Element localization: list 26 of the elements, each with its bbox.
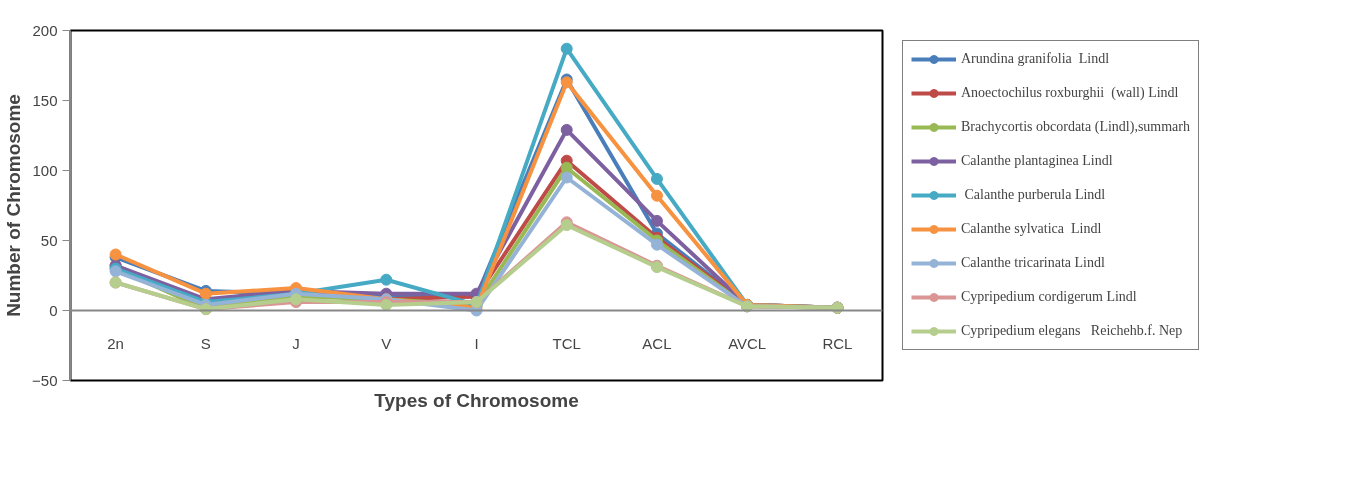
legend-label: Anoectochilus roxburghii (wall) Lindl: [961, 85, 1179, 101]
x-tick-label: AVCL: [728, 334, 767, 352]
y-tick-label: 150: [32, 91, 58, 109]
x-tick-label: TCL: [552, 334, 581, 352]
legend-label: Cypripedium cordigerum Lindl: [961, 289, 1137, 305]
x-tick-label: 2n: [107, 334, 124, 352]
x-tick-label: S: [200, 334, 211, 352]
y-axis-title: Number of Chromosome: [3, 94, 25, 317]
y-tick-label: −50: [32, 371, 58, 389]
y-tick-label: 100: [32, 161, 58, 179]
x-tick-label: RCL: [822, 334, 853, 352]
x-tick-label: I: [474, 334, 479, 352]
y-tick-label: 0: [49, 301, 58, 319]
x-axis-title: Types of Chromosome: [374, 390, 579, 411]
legend-label: Calanthe tricarinata Lindl: [961, 255, 1105, 271]
legend-label: Cypripedium elegans Reichehb.f. Nep: [961, 323, 1183, 339]
x-tick-label: V: [381, 334, 392, 352]
legend-label: Calanthe plantaginea Lindl: [961, 153, 1113, 169]
x-tick-label: ACL: [642, 334, 672, 352]
legend-label: Brachycortis obcordata (Lindl),summarh: [961, 119, 1190, 135]
y-tick-label: 50: [40, 231, 58, 249]
legend-label: Calanthe purberula Lindl: [963, 187, 1106, 203]
legend-label: Arundina granifolia Lindl: [961, 51, 1110, 67]
y-tick-label: 200: [32, 21, 58, 39]
legend-label: Calanthe sylvatica Lindl: [961, 221, 1102, 237]
x-tick-label: J: [292, 334, 300, 352]
